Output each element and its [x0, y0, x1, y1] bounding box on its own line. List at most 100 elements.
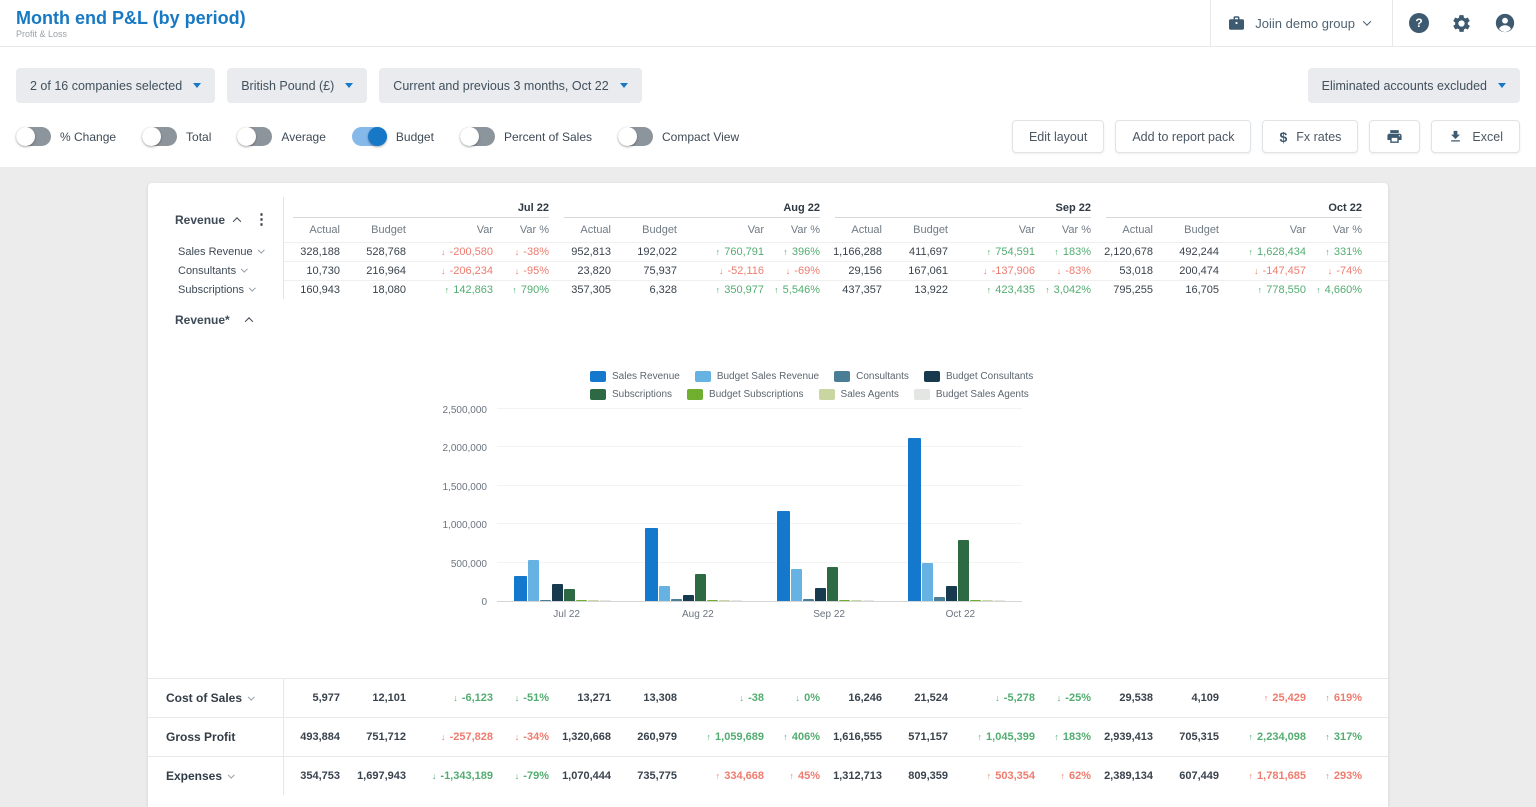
row-label-sales-revenue[interactable]: Sales Revenue — [148, 242, 283, 261]
page-subtitle: Profit & Loss — [16, 28, 68, 39]
var-pct-value: ↑ 619% — [1325, 692, 1362, 704]
row-label-cost-of-sales[interactable]: Cost of Sales — [148, 678, 283, 717]
chart-collapse-icon[interactable] — [244, 317, 253, 326]
legend-item-budget-sales-agents[interactable]: Budget Sales Agents — [913, 389, 1029, 400]
legend-item-sales-revenue[interactable]: Sales Revenue — [590, 371, 680, 382]
toggle-average[interactable]: Average — [237, 127, 326, 146]
edit-layout-button[interactable]: Edit layout — [1011, 120, 1105, 153]
bar-budget-sales-revenue[interactable] — [790, 569, 802, 601]
toggle-switch-change[interactable] — [16, 127, 51, 146]
kebab-menu-icon[interactable]: ⋮ — [254, 211, 269, 228]
add-to-report-pack-button[interactable]: Add to report pack — [1115, 120, 1252, 153]
bar-budget-subscriptions[interactable] — [838, 600, 850, 601]
gear-icon[interactable] — [1451, 13, 1472, 34]
bar-consultants[interactable] — [933, 597, 945, 601]
legend-item-sales-agents[interactable]: Sales Agents — [818, 389, 899, 400]
bar-consultants[interactable] — [540, 600, 552, 601]
bar-budget-sales-revenue[interactable] — [528, 560, 540, 601]
print-button[interactable] — [1369, 120, 1421, 153]
legend-item-budget-sales-revenue[interactable]: Budget Sales Revenue — [694, 371, 819, 382]
var-value: ↑ 1,045,399 — [977, 731, 1036, 743]
period-filter[interactable]: Current and previous 3 months, Oct 22 — [379, 68, 642, 103]
bar-subscriptions[interactable] — [695, 574, 707, 601]
bar-sales-agents[interactable] — [850, 600, 862, 601]
bar-sales-revenue[interactable] — [776, 511, 790, 601]
fx-rates-button[interactable]: $ Fx rates — [1262, 120, 1359, 153]
arrow-up-icon: ↑ — [715, 285, 721, 295]
revenue-section-toggle[interactable]: Revenue — [175, 213, 242, 227]
toggle-total[interactable]: Total — [142, 127, 211, 146]
toggle-switch-budget[interactable] — [351, 127, 387, 146]
actual-value: 2,120,678 — [1104, 246, 1153, 258]
var-pct-value: ↑ 4,660% — [1316, 284, 1362, 296]
row-values: 10,730 216,964 ↓ -206,234 ↓ -95% 23,820 75,93… — [283, 261, 1388, 280]
toggle-budget[interactable]: Budget — [351, 127, 434, 146]
eliminated-accounts-filter[interactable]: Eliminated accounts excluded — [1307, 68, 1520, 103]
row-label-text: Consultants — [178, 264, 237, 277]
row-label-subscriptions[interactable]: Subscriptions — [148, 280, 283, 299]
toggle-switch-total[interactable] — [142, 127, 178, 146]
toggle-label: Total — [186, 129, 212, 144]
bar-budget-subscriptions[interactable] — [707, 600, 719, 601]
month-columns-sep-22: Actual Budget Var Var % — [826, 224, 1097, 236]
bar-budget-consultants[interactable] — [814, 588, 826, 601]
chart-section: Revenue* Sales Revenue Budget Sales Reven… — [148, 299, 1388, 678]
excel-button[interactable]: Excel — [1431, 120, 1520, 153]
legend-swatch — [590, 371, 606, 382]
bar-budget-sales-agents[interactable] — [993, 600, 1005, 601]
arrow-up-icon: ↑ — [1263, 693, 1269, 703]
gridline — [497, 484, 1022, 486]
toggle-change[interactable]: % Change — [16, 127, 116, 146]
toggle-switch-compact-view[interactable] — [618, 127, 653, 146]
toggle-label: Average — [281, 129, 326, 144]
bar-sales-revenue[interactable] — [645, 528, 659, 601]
bar-budget-consultants[interactable] — [552, 584, 564, 601]
actual-value: 2,939,413 — [1104, 731, 1153, 743]
column-header: Var — [1289, 224, 1306, 236]
budget-value: 16,705 — [1185, 284, 1219, 296]
legend-item-budget-consultants[interactable]: Budget Consultants — [923, 371, 1033, 382]
currency-filter[interactable]: British Pound (£) — [227, 68, 368, 103]
toggle-switch-percent-of-sales[interactable] — [459, 127, 495, 146]
var-value: ↓ -1,343,189 — [431, 770, 493, 782]
bar-subscriptions[interactable] — [957, 540, 969, 601]
bar-sales-revenue[interactable] — [514, 576, 528, 601]
legend-item-consultants[interactable]: Consultants — [834, 371, 909, 382]
account-icon[interactable] — [1494, 12, 1516, 34]
bar-budget-sales-revenue[interactable] — [659, 586, 671, 601]
toggle-compact-view[interactable]: Compact View — [618, 127, 739, 146]
bar-subscriptions[interactable] — [564, 589, 576, 601]
legend-item-budget-subscriptions[interactable]: Budget Subscriptions — [687, 389, 804, 400]
view-toggles: % Change Total Average Budget Percent of Sal… — [16, 127, 739, 146]
bar-sales-agents[interactable] — [588, 600, 600, 601]
bar-subscriptions[interactable] — [826, 567, 838, 601]
bar-budget-consultants[interactable] — [683, 595, 695, 601]
bar-budget-sales-agents[interactable] — [862, 600, 874, 601]
help-icon[interactable]: ? — [1409, 13, 1429, 33]
bar-sales-agents[interactable] — [719, 600, 731, 601]
actual-value: 795,255 — [1113, 284, 1153, 296]
bar-budget-subscriptions[interactable] — [969, 600, 981, 601]
arrow-down-icon: ↓ — [983, 266, 988, 276]
bar-consultants[interactable] — [802, 599, 814, 601]
group-selector[interactable]: Joiin demo group — [1211, 14, 1392, 32]
bar-sales-agents[interactable] — [981, 600, 993, 601]
row-label-consultants[interactable]: Consultants — [148, 261, 283, 280]
toggle-switch-average[interactable] — [237, 127, 273, 146]
dropdown-caret-icon — [345, 83, 354, 88]
legend-item-subscriptions[interactable]: Subscriptions — [590, 389, 672, 400]
toggle-percent-of-sales[interactable]: Percent of Sales — [459, 127, 592, 146]
edit-layout-label: Edit layout — [1028, 129, 1088, 144]
bar-budget-consultants[interactable] — [945, 586, 957, 601]
companies-filter[interactable]: 2 of 16 companies selected — [16, 68, 216, 103]
bar-budget-sales-agents[interactable] — [731, 600, 743, 601]
bar-budget-sales-agents[interactable] — [600, 600, 612, 601]
var-value: ↑ 1,628,434 — [1248, 246, 1307, 258]
bar-consultants[interactable] — [671, 599, 683, 601]
legend-label: Budget Subscriptions — [709, 389, 804, 400]
column-header: Budget — [642, 224, 677, 236]
bar-budget-subscriptions[interactable] — [576, 600, 588, 601]
row-label-expenses[interactable]: Expenses — [148, 756, 283, 795]
bar-sales-revenue[interactable] — [907, 438, 921, 601]
bar-budget-sales-revenue[interactable] — [921, 563, 933, 601]
